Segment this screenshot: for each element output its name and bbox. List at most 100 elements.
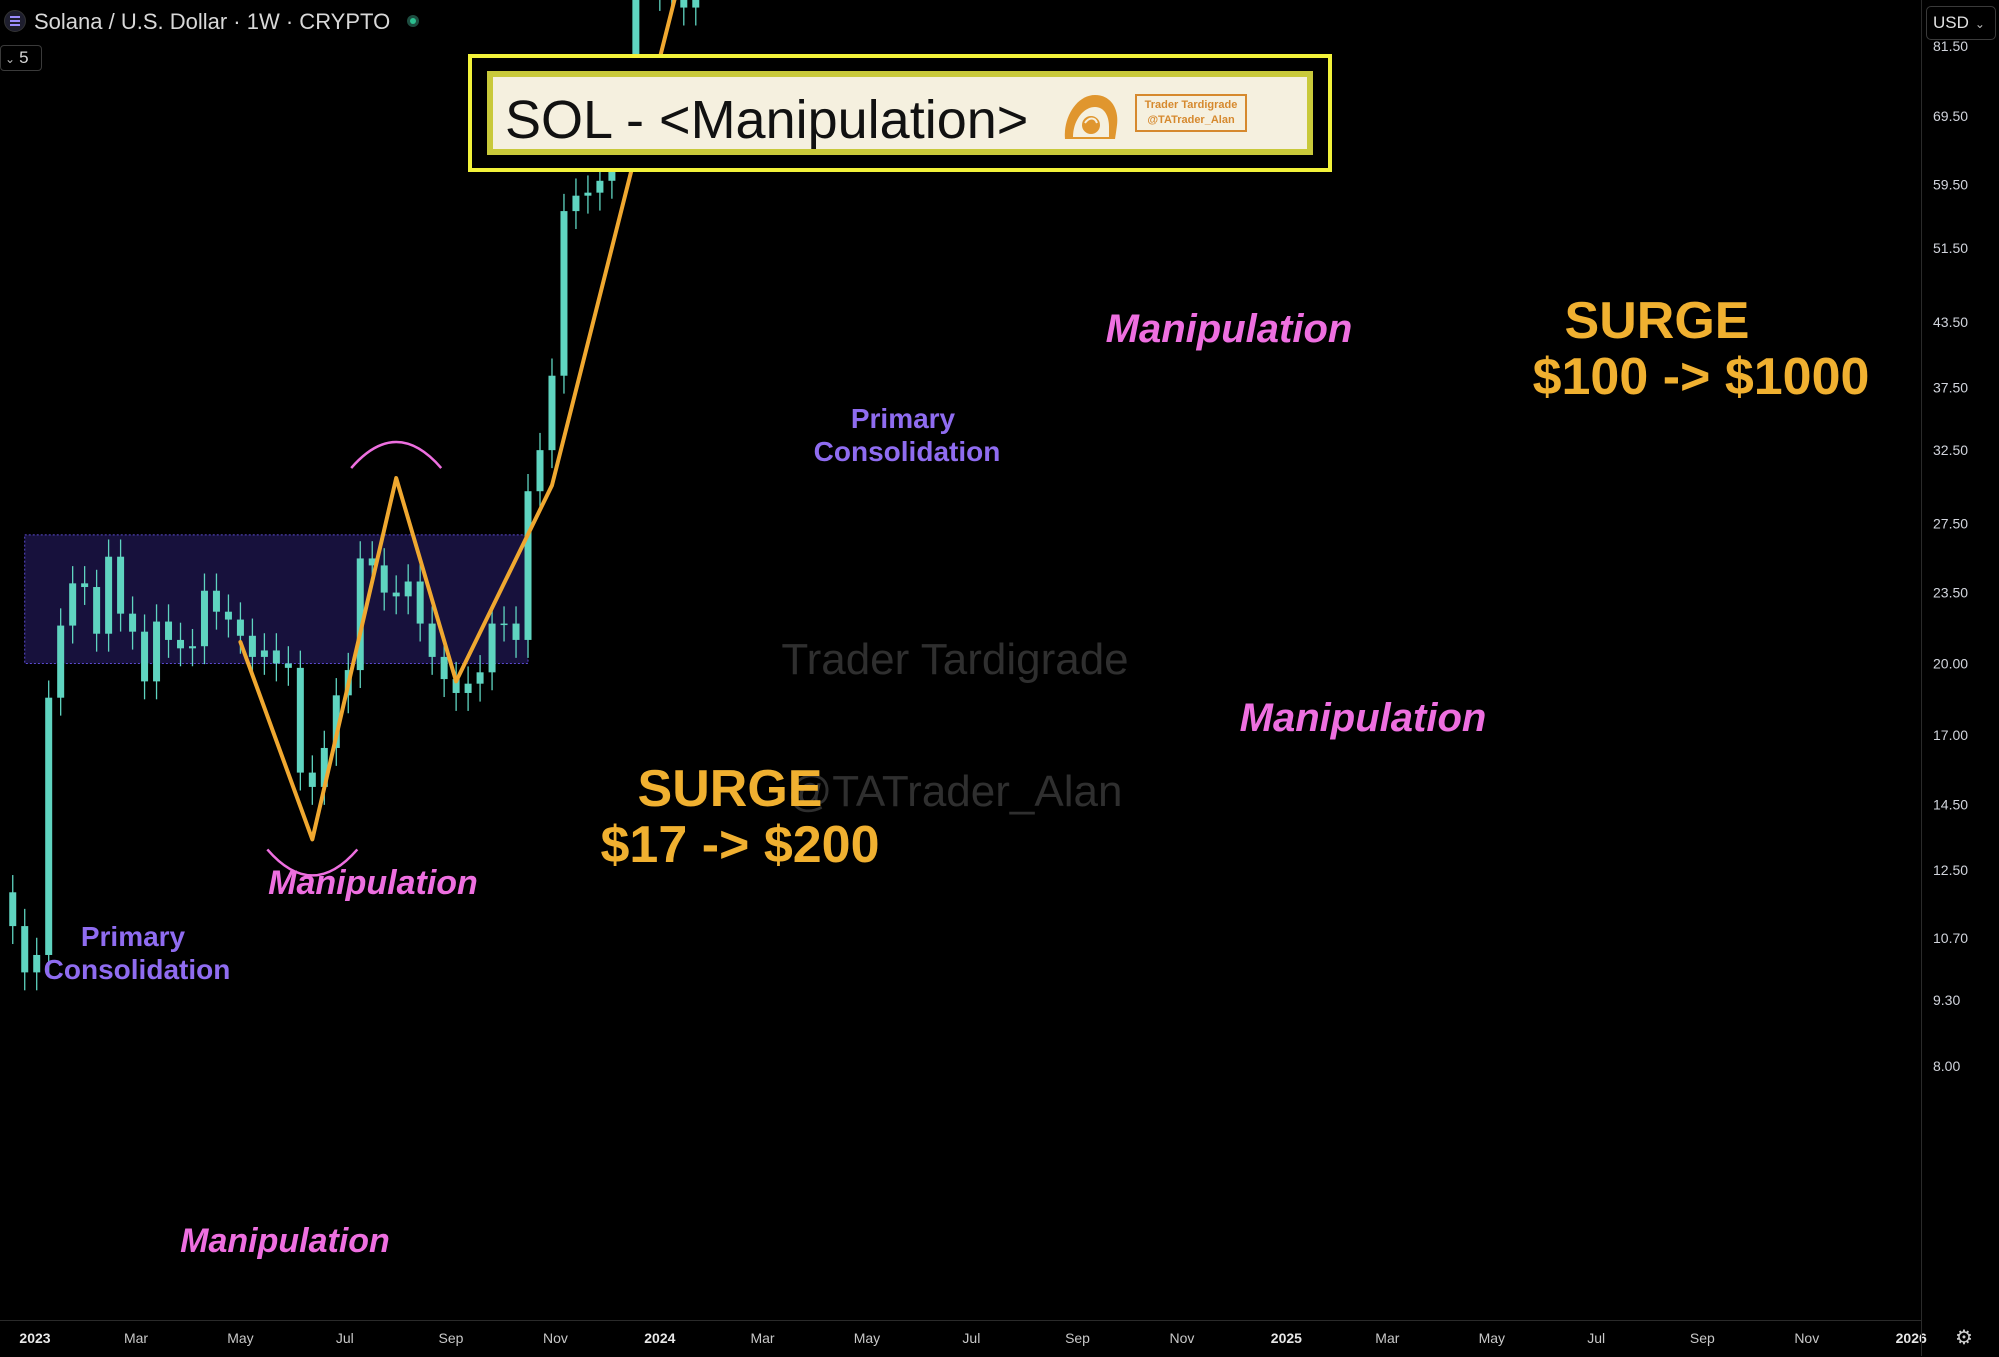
candle xyxy=(93,569,101,652)
candle xyxy=(9,875,17,945)
x-tick-label: 2026 xyxy=(1896,1330,1927,1346)
manipulation-label-3: Manipulation xyxy=(1106,307,1353,351)
x-tick-label: Sep xyxy=(1065,1330,1090,1346)
x-tick-label: May xyxy=(1479,1330,1505,1346)
candle xyxy=(404,564,412,615)
candle xyxy=(69,566,77,644)
candle xyxy=(153,604,161,700)
candle xyxy=(129,596,137,650)
candle-body xyxy=(332,695,340,748)
candle xyxy=(692,0,700,26)
brand-name: Trader Tardigrade xyxy=(1144,99,1238,111)
candle-body xyxy=(368,558,376,566)
manipulation-arcs xyxy=(266,440,443,877)
annotation-labels: Primary Consolidation Primary Consolidat… xyxy=(44,292,1870,1260)
tardigrade-logo-icon xyxy=(1064,95,1118,139)
y-tick-label: 12.50 xyxy=(1933,862,1968,878)
candle-body xyxy=(236,619,244,636)
candle-body xyxy=(476,672,484,684)
candle-body xyxy=(9,892,17,927)
candle xyxy=(260,633,268,675)
time-axis[interactable] xyxy=(0,1320,1921,1357)
candle-body xyxy=(177,639,185,649)
x-tick-label: May xyxy=(227,1330,253,1346)
candle-body xyxy=(260,650,268,657)
x-tick-label: Jul xyxy=(962,1330,980,1346)
candle xyxy=(272,633,280,682)
symbol-title[interactable]: Solana / U.S. Dollar · 1W · CRYPTO xyxy=(34,9,391,34)
candle-body xyxy=(572,195,580,212)
x-tick-label: Sep xyxy=(439,1330,464,1346)
y-tick-label: 10.70 xyxy=(1933,930,1968,946)
candle xyxy=(57,608,65,716)
candle-body xyxy=(404,581,412,597)
candle-body xyxy=(165,621,173,640)
price-axis[interactable] xyxy=(1921,0,1999,1356)
candle-body xyxy=(153,621,161,682)
y-tick-label: 23.50 xyxy=(1933,585,1968,601)
surge-1-title: SURGE xyxy=(638,760,823,818)
candle xyxy=(392,575,400,615)
candle-body xyxy=(560,211,568,376)
candle xyxy=(224,594,232,638)
candle xyxy=(81,566,89,605)
candle xyxy=(572,178,580,230)
currency-selector[interactable]: USD ⌄ xyxy=(1926,6,1996,40)
candle-body xyxy=(680,0,688,8)
candle xyxy=(308,755,316,805)
consolidation-label-1-bottom: Consolidation xyxy=(44,954,231,985)
solana-icon xyxy=(4,10,26,32)
candle xyxy=(141,614,149,700)
candle xyxy=(188,628,196,667)
x-tick-label: Sep xyxy=(1690,1330,1715,1346)
manipulation-arc-1 xyxy=(350,440,443,469)
y-tick-label: 14.50 xyxy=(1933,797,1968,813)
candle-body xyxy=(524,491,532,640)
candle-body xyxy=(416,581,424,624)
candle-body xyxy=(308,772,316,787)
candle xyxy=(536,432,544,510)
candle xyxy=(296,650,304,791)
candle-body xyxy=(57,625,65,698)
candle-body xyxy=(452,679,460,693)
surge-2-range: $100 -> $1000 xyxy=(1533,348,1870,406)
candle-body xyxy=(584,192,592,196)
chevron-down-icon: ⌄ xyxy=(1974,17,1985,31)
title-text: SOL - <Manipulation> xyxy=(505,90,1029,150)
chevron-down-icon: ⌄ xyxy=(5,52,16,66)
x-tick-label: Jul xyxy=(1587,1330,1605,1346)
candle xyxy=(332,678,340,766)
top-bar: Solana / U.S. Dollar · 1W · CRYPTO xyxy=(0,0,1920,44)
candle xyxy=(165,604,173,658)
candle-body xyxy=(141,631,149,682)
candle-body xyxy=(105,556,113,634)
y-tick-label: 20.00 xyxy=(1933,655,1968,671)
brand-handle: @TATrader_Alan xyxy=(1147,114,1235,126)
candle xyxy=(284,646,292,686)
x-tick-label: 2025 xyxy=(1271,1330,1302,1346)
indicators-toggle[interactable]: ⌄ 5 xyxy=(0,45,42,71)
candle-body xyxy=(596,180,604,193)
candle-body xyxy=(129,613,137,632)
candle xyxy=(117,539,125,632)
candle-body xyxy=(21,926,29,973)
candle xyxy=(560,193,568,394)
candle xyxy=(21,908,29,991)
candle-body xyxy=(500,623,508,626)
manipulation-label-4: Manipulation xyxy=(1240,696,1487,740)
candle-body xyxy=(69,583,77,626)
manipulation-label-2: Manipulation xyxy=(180,1222,390,1260)
surge-1-range: $17 -> $200 xyxy=(600,816,879,874)
gear-icon[interactable]: ⚙ xyxy=(1955,1327,1973,1349)
candle-body xyxy=(224,611,232,620)
candle xyxy=(476,655,484,702)
y-tick-label: 43.50 xyxy=(1933,314,1968,330)
candle-body xyxy=(117,556,125,614)
x-tick-label: 2023 xyxy=(19,1330,50,1346)
y-tick-label: 69.50 xyxy=(1933,108,1968,124)
candle-body xyxy=(356,558,364,671)
manipulation-arc-2 xyxy=(266,848,359,877)
candle-body xyxy=(93,587,101,634)
candle xyxy=(356,541,364,689)
